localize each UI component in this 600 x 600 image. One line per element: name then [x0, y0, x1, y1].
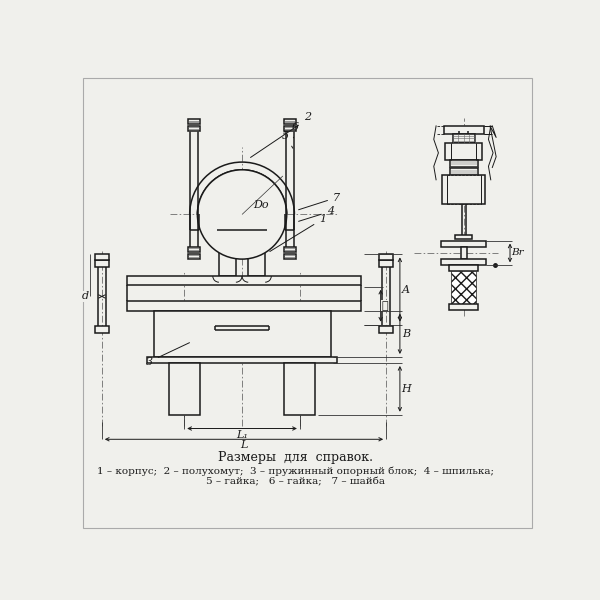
Bar — [461, 247, 467, 259]
Bar — [442, 241, 486, 247]
Text: 5 – гайка;   6 – гайка;   7 – шайба: 5 – гайка; 6 – гайка; 7 – шайба — [206, 478, 385, 487]
Bar — [188, 119, 200, 124]
Text: L: L — [240, 440, 248, 451]
Bar — [444, 126, 484, 134]
Bar — [379, 260, 393, 267]
Text: 2: 2 — [251, 112, 311, 157]
Text: ℓ: ℓ — [382, 301, 389, 311]
Bar — [449, 304, 478, 310]
Bar — [154, 311, 331, 357]
Bar — [379, 326, 393, 333]
Text: Br: Br — [511, 248, 524, 257]
Text: 1: 1 — [270, 214, 326, 251]
Text: 3: 3 — [146, 343, 190, 367]
Text: A: A — [402, 284, 410, 295]
Text: 6: 6 — [292, 122, 299, 138]
Text: 7: 7 — [299, 193, 340, 210]
Bar — [248, 230, 265, 276]
Bar — [219, 230, 236, 276]
Bar — [455, 235, 472, 239]
Bar — [95, 254, 109, 260]
Bar — [284, 254, 296, 259]
Text: Dо: Dо — [254, 200, 269, 210]
Text: B: B — [402, 329, 410, 339]
Text: d: d — [82, 292, 89, 301]
Bar — [450, 168, 478, 175]
Text: 4: 4 — [299, 206, 334, 221]
Bar — [379, 254, 393, 260]
Text: Размеры  для  справок.: Размеры для справок. — [218, 451, 373, 463]
Bar — [284, 126, 296, 131]
Text: 1 – корпус;  2 – полухомут;  3 – пружинный опорный блок;  4 – шпилька;: 1 – корпус; 2 – полухомут; 3 – пружинный… — [97, 466, 494, 476]
Bar — [95, 326, 109, 333]
Bar — [284, 363, 315, 415]
Bar — [188, 254, 200, 259]
Text: 5: 5 — [282, 131, 293, 148]
Bar — [127, 276, 361, 285]
Circle shape — [197, 170, 287, 259]
Bar — [148, 357, 337, 363]
Text: L₁: L₁ — [236, 430, 248, 440]
Bar — [95, 260, 109, 267]
Bar — [451, 271, 476, 304]
Bar — [188, 126, 200, 131]
Bar — [442, 259, 486, 265]
Bar — [127, 301, 361, 311]
Bar — [450, 160, 478, 167]
Bar — [442, 175, 485, 205]
Bar — [169, 363, 200, 415]
Text: H: H — [401, 384, 411, 394]
Bar — [284, 247, 296, 252]
Bar — [445, 143, 482, 160]
Bar — [284, 119, 296, 124]
Bar — [188, 247, 200, 252]
Bar — [453, 134, 475, 143]
Bar — [449, 265, 478, 271]
